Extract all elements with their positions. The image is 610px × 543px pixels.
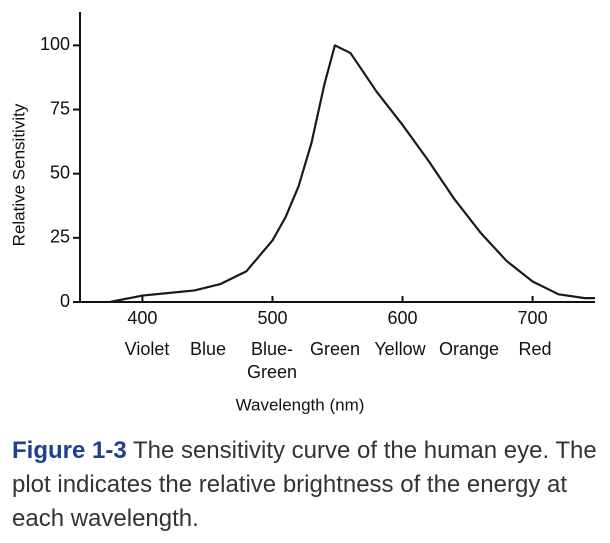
y-tick-label: 25 — [50, 227, 70, 247]
x-tick-label: 500 — [257, 308, 287, 328]
band-label: Red — [518, 339, 551, 359]
band-label: Blue — [190, 339, 226, 359]
y-axis-label: Relative Sensitivity — [9, 103, 28, 246]
band-label: Orange — [439, 339, 499, 359]
band-label: Green — [310, 339, 360, 359]
x-tick-label: 600 — [388, 308, 418, 328]
band-label: Blue- — [251, 339, 293, 359]
band-label: Green — [247, 362, 297, 382]
chart: Wavelength (nm) Relative Sensitivity 0 25… — [9, 12, 595, 414]
x-tick-label: 700 — [518, 308, 548, 328]
y-tick-label: 100 — [40, 34, 70, 54]
band-label: Violet — [125, 339, 170, 359]
x-axis-label: Wavelength (nm) — [236, 395, 365, 414]
band-label: Yellow — [374, 339, 426, 359]
caption: Figure 1-3 The sensitivity curve of the … — [12, 434, 602, 536]
sensitivity-curve — [109, 44, 595, 304]
caption-text: The sensitivity curve of the human eye. … — [12, 437, 597, 532]
x-tick-label: 400 — [127, 308, 157, 328]
y-tick-label: 0 — [60, 291, 70, 311]
y-tick-label: 75 — [50, 98, 70, 118]
caption-label: Figure 1-3 — [12, 437, 127, 464]
y-tick-label: 50 — [50, 162, 70, 182]
